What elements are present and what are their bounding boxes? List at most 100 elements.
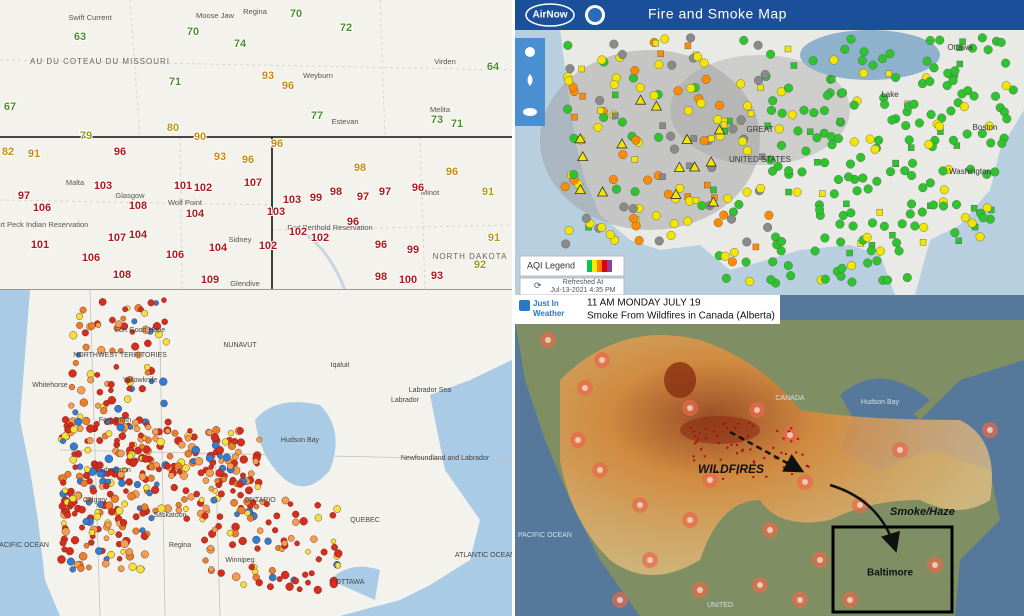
sensor-marker xyxy=(907,171,917,181)
fire-marker xyxy=(141,309,149,317)
fire-marker xyxy=(160,399,168,408)
fire-marker xyxy=(136,565,145,574)
locate-button[interactable] xyxy=(525,47,535,57)
fire-marker xyxy=(191,445,200,455)
map-label: GREAT xyxy=(747,125,774,134)
fire-marker xyxy=(226,529,234,537)
sensor-marker xyxy=(925,76,935,86)
fire-marker xyxy=(265,519,272,526)
fire-marker xyxy=(95,402,101,409)
sensor-marker xyxy=(768,166,778,176)
sensor-marker xyxy=(634,235,644,245)
sensor-marker xyxy=(928,200,938,210)
fire-marker xyxy=(208,566,215,572)
aqi-reading: 106 xyxy=(33,202,51,214)
hotspot xyxy=(782,466,785,469)
smoke-button[interactable] xyxy=(523,108,537,116)
fire-marker xyxy=(138,472,147,481)
sensor-marker xyxy=(962,129,972,139)
fire-marker xyxy=(128,562,137,571)
sensor-marker xyxy=(865,134,875,144)
sensor-marker xyxy=(904,135,914,145)
aqi-reading: 104 xyxy=(209,242,228,254)
fire-marker xyxy=(85,499,92,506)
aqi-reading: 73 xyxy=(431,114,443,126)
sensor-marker xyxy=(683,216,693,226)
fire-marker xyxy=(305,548,311,555)
fire-marker xyxy=(86,424,95,433)
fire-marker xyxy=(140,532,148,540)
fire-marker xyxy=(201,512,209,520)
sensor-marker xyxy=(763,222,773,232)
fire-marker xyxy=(128,441,135,448)
sensor-marker xyxy=(838,88,848,98)
fire-marker xyxy=(120,315,126,322)
fire-marker xyxy=(61,527,70,536)
sensor-marker xyxy=(696,98,706,108)
map-label: QUEBEC xyxy=(350,517,380,524)
fire-marker xyxy=(202,557,209,564)
fire-marker xyxy=(231,453,239,461)
dense-smoke xyxy=(664,362,696,398)
sensor-marker xyxy=(629,214,639,224)
sensor-marker xyxy=(692,197,700,204)
sensor-marker xyxy=(742,146,752,156)
fire-marker xyxy=(104,521,112,529)
aqi-reading: 98 xyxy=(330,186,342,198)
fire-marker xyxy=(637,502,643,508)
fire-marker xyxy=(239,455,248,464)
aqi-reading: 72 xyxy=(340,22,352,34)
fire-marker xyxy=(240,472,246,479)
sensor-marker xyxy=(950,66,960,76)
sensor-marker xyxy=(986,138,996,148)
fire-marker xyxy=(211,526,218,533)
sensor-marker xyxy=(739,35,749,45)
hotspot xyxy=(751,424,754,428)
fire-icon xyxy=(688,161,701,172)
sensor-marker xyxy=(919,239,927,246)
map-label: Hudson Bay xyxy=(281,437,320,444)
fire-marker xyxy=(238,536,247,546)
fire-marker xyxy=(320,548,328,556)
hotspot xyxy=(735,443,739,447)
sensor-marker xyxy=(879,221,889,231)
map-label: Yellowknife xyxy=(123,377,158,384)
fire-marker xyxy=(253,503,260,510)
sensor-marker xyxy=(793,126,803,136)
sensor-marker xyxy=(984,121,994,131)
fire-marker xyxy=(182,464,190,472)
fire-marker xyxy=(68,402,75,409)
fire-marker xyxy=(302,571,309,578)
sensor-marker xyxy=(563,40,573,50)
map-label: NORTHWEST TERRITORIES xyxy=(73,352,167,359)
fire-marker xyxy=(87,376,95,384)
sensor-marker xyxy=(827,140,837,150)
fire-marker xyxy=(125,548,133,556)
sensor-marker xyxy=(768,96,778,106)
fire-marker xyxy=(897,447,903,453)
fire-marker xyxy=(64,511,72,519)
sensor-marker xyxy=(685,196,695,206)
fire-marker xyxy=(144,369,151,376)
sensor-marker xyxy=(822,90,832,100)
sensor-marker xyxy=(829,55,839,65)
map-label: Labrador Sea xyxy=(409,387,452,394)
fire-button[interactable] xyxy=(527,74,533,86)
refresh-icon[interactable]: ⟳ xyxy=(534,280,542,290)
sensor-marker xyxy=(901,121,911,131)
sensor-marker xyxy=(631,135,641,145)
sensor-marker xyxy=(563,104,573,114)
place-label: Fort Berthold Reservation xyxy=(287,223,372,232)
fire-marker xyxy=(757,582,763,588)
fire-marker xyxy=(152,322,162,331)
sensor-marker xyxy=(609,39,619,49)
sensor-marker xyxy=(872,256,882,266)
fire-marker xyxy=(125,478,133,485)
fire-marker xyxy=(141,503,149,511)
hotspot xyxy=(692,455,695,458)
aqi-reading: 96 xyxy=(271,138,283,150)
fire-marker xyxy=(83,466,91,473)
sensor-marker xyxy=(708,135,715,143)
fire-marker xyxy=(255,579,263,587)
sensor-marker xyxy=(784,45,792,53)
